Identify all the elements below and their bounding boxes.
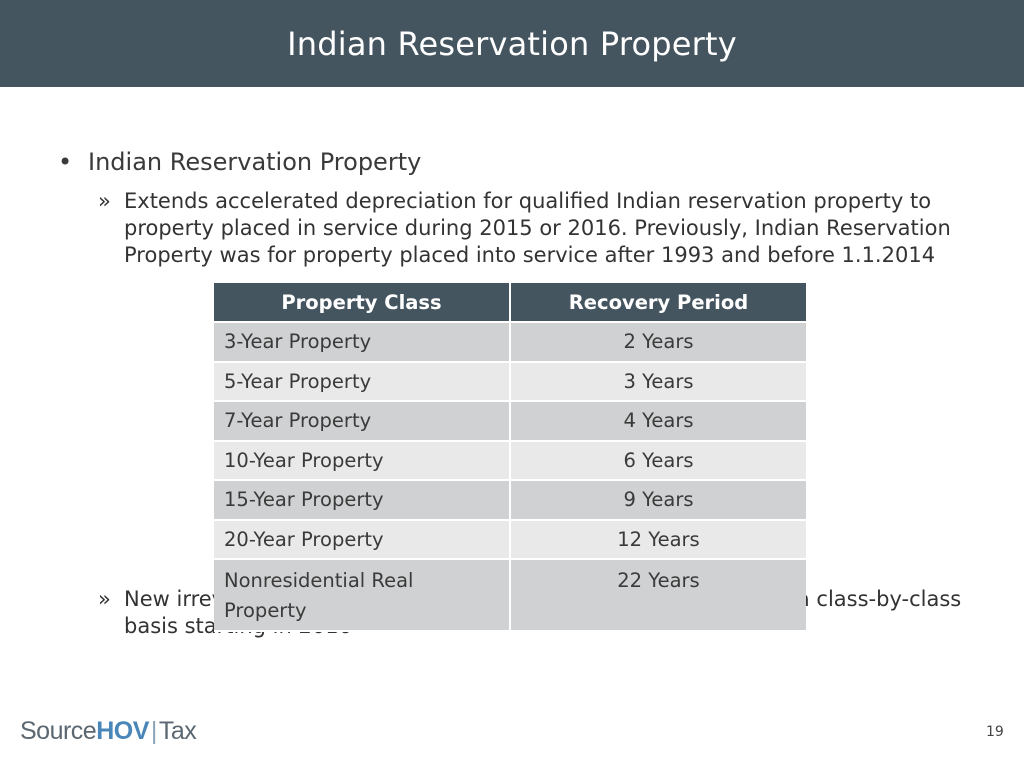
- table-row: Nonresidential Real Property 22 Years: [214, 559, 806, 632]
- recovery-period-cell: 2 Years: [510, 322, 806, 363]
- sub-bullet-symbol: »: [98, 189, 111, 213]
- logo-divider: |: [150, 717, 158, 745]
- property-class-cell: Nonresidential Real Property: [214, 559, 511, 632]
- property-class-cell: 3-Year Property: [214, 322, 511, 363]
- table-header-row: Property Class Recovery Period: [214, 283, 806, 323]
- sub-bullet-symbol: »: [98, 587, 111, 611]
- property-class-cell: 10-Year Property: [214, 440, 511, 481]
- bullet-symbol: •: [58, 148, 73, 176]
- recovery-period-cell: 6 Years: [510, 440, 806, 481]
- column-header-recovery-period: Recovery Period: [510, 283, 806, 323]
- main-bullet: • Indian Reservation Property: [58, 148, 421, 176]
- table-row: 7-Year Property 4 Years: [214, 401, 806, 442]
- recovery-period-cell: 22 Years: [510, 559, 806, 632]
- table-row: 5-Year Property 3 Years: [214, 361, 806, 402]
- property-class-cell: 15-Year Property: [214, 480, 511, 521]
- slide-header: Indian Reservation Property: [0, 0, 1024, 87]
- recovery-period-table: Property Class Recovery Period 3-Year Pr…: [214, 283, 806, 632]
- recovery-period-cell: 4 Years: [510, 401, 806, 442]
- recovery-period-cell: 3 Years: [510, 361, 806, 402]
- sub-bullet-text: Extends accelerated depreciation for qua…: [124, 189, 951, 267]
- sub-bullet-1: » Extends accelerated depreciation for q…: [98, 188, 978, 269]
- table-row: 3-Year Property 2 Years: [214, 322, 806, 363]
- page-number: 19: [986, 724, 1004, 740]
- property-class-cell: 7-Year Property: [214, 401, 511, 442]
- property-class-cell: 5-Year Property: [214, 361, 511, 402]
- recovery-period-cell: 12 Years: [510, 519, 806, 560]
- table-row: 15-Year Property 9 Years: [214, 480, 806, 521]
- slide-title: Indian Reservation Property: [287, 24, 737, 63]
- logo-hov-text: HOV: [96, 717, 149, 745]
- column-header-property-class: Property Class: [214, 283, 511, 323]
- logo-tax-text: Tax: [158, 717, 197, 745]
- table-row: 20-Year Property 12 Years: [214, 519, 806, 560]
- main-bullet-text: Indian Reservation Property: [88, 148, 422, 176]
- sourcehov-tax-logo: SourceHOV|Tax: [20, 717, 197, 746]
- table-row: 10-Year Property 6 Years: [214, 440, 806, 481]
- recovery-period-cell: 9 Years: [510, 480, 806, 521]
- logo-source-text: Source: [20, 717, 97, 745]
- property-class-cell: 20-Year Property: [214, 519, 511, 560]
